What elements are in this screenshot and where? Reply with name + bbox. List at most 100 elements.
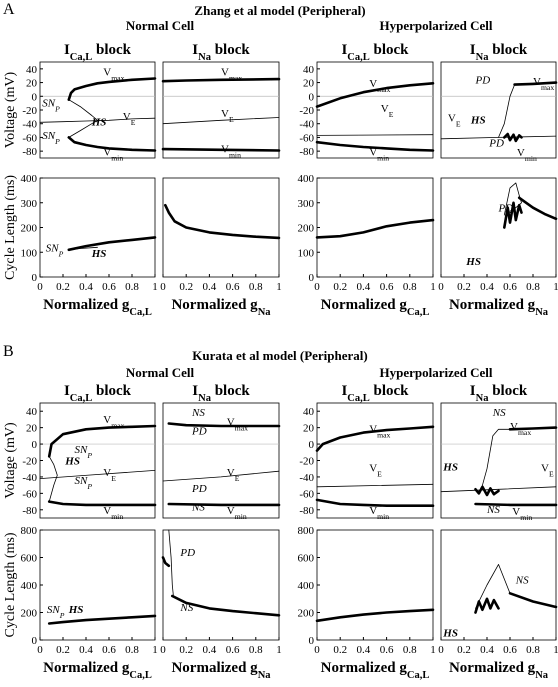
y-tick-label: 100 <box>298 247 315 259</box>
annotation: Vmax <box>510 421 531 437</box>
panel-title-main: I <box>341 383 347 399</box>
x-tick-label: 0 <box>160 644 166 656</box>
annotation-sub: E <box>111 474 116 483</box>
x-tick-label: 0.4 <box>203 281 217 293</box>
x-axis-label-main: Normalized g <box>171 660 258 676</box>
annotation-sub: min <box>111 511 123 520</box>
annotation: Vmax <box>103 414 124 430</box>
annotation-text: V <box>123 111 131 123</box>
annotation-sub: max <box>111 73 124 82</box>
annotation-sub: max <box>377 430 390 439</box>
annotation-sub: E <box>229 114 234 123</box>
y-tick-label: 0 <box>32 439 38 451</box>
annotation-text: PD <box>191 483 207 495</box>
y-tick-label: -60 <box>22 488 37 500</box>
x-axis-label-main: Normalized g <box>321 660 408 676</box>
y-tick-label: -60 <box>22 132 37 144</box>
annotation-text: NS <box>515 575 529 587</box>
annotation: VE <box>227 467 240 483</box>
x-axis-label-sub: Na <box>258 307 272 318</box>
y-tick-label: 400 <box>21 580 38 592</box>
panel-title-rest: block <box>370 42 409 58</box>
annotation: Vmin <box>221 143 241 159</box>
x-axis-label-main: Normalized g <box>449 660 536 676</box>
annotation-text: SN <box>42 97 56 109</box>
panel: 0 0.2 0.4 0.6 0.8 1 Normalized gNa PD HS <box>438 177 558 318</box>
annotation: PD <box>191 426 207 438</box>
annotation: VE <box>123 111 136 127</box>
y-tick-label: -80 <box>22 146 37 158</box>
annotation: SNP <box>47 604 65 620</box>
y-tick-label: -20 <box>299 105 314 117</box>
x-tick-label: 0.2 <box>457 281 471 293</box>
panel-title-sub: Ca,L <box>70 393 92 404</box>
y-tick-label: 20 <box>303 423 315 435</box>
annotation: VE <box>541 462 554 478</box>
curve <box>68 246 98 251</box>
annotation-text: V <box>533 76 541 88</box>
x-tick-label: 0.8 <box>526 281 540 293</box>
curve <box>315 608 435 623</box>
y-tick-label: 0 <box>32 272 38 284</box>
annotation-text: V <box>221 67 229 79</box>
x-axis-label: Normalized gCa,L <box>43 297 152 318</box>
annotation-text: V <box>448 113 456 125</box>
annotation: Vmin <box>369 146 389 162</box>
x-tick-label: 0 <box>37 644 43 656</box>
group-title: Normal Cell <box>126 18 195 33</box>
annotation-sub: min <box>525 154 537 163</box>
x-tick-label: 0.8 <box>403 644 417 656</box>
annotation: Vmin <box>103 505 123 521</box>
curve <box>47 614 157 625</box>
annotation-text: V <box>369 462 377 474</box>
curve <box>315 82 435 108</box>
annotation: VE <box>448 113 461 128</box>
annotation-sub: max <box>541 83 554 92</box>
x-axis-label-main: Normalized g <box>43 660 130 676</box>
annotation-sub: min <box>229 150 241 159</box>
annotation-sub: min <box>377 153 389 162</box>
x-axis-label-sub: Na <box>258 670 272 681</box>
curve <box>474 502 558 507</box>
y-tick-label: 100 <box>21 247 38 259</box>
curve <box>47 500 157 507</box>
panel-title-rest: block <box>488 383 527 399</box>
annotation: HS <box>64 456 80 468</box>
y-tick-label: 200 <box>21 223 38 235</box>
curve <box>161 147 281 152</box>
x-tick-label: 0.8 <box>526 644 540 656</box>
x-axis-label: Normalized gNa <box>449 297 549 318</box>
curve <box>171 594 281 617</box>
annotation: Vmax <box>227 416 248 432</box>
annotation-text: PD <box>488 138 504 150</box>
curve <box>315 218 435 239</box>
annotation-text: NS <box>191 407 205 419</box>
panel-title-sub: Ca,L <box>347 393 369 404</box>
y-tick-label: 200 <box>21 608 38 620</box>
annotation-sub: E <box>549 469 554 478</box>
panel: 0 0.2 0.4 0.6 0.8 1 Normalized gNa PD NS <box>160 529 282 681</box>
curve <box>39 117 156 123</box>
panel-title-rest: block <box>211 42 250 58</box>
panel-title: INa block <box>470 383 528 404</box>
curve <box>517 196 558 221</box>
annotation-text: HS <box>465 256 481 268</box>
y-tick-label: 20 <box>26 78 38 90</box>
curve <box>67 77 157 101</box>
annotation-sub: max <box>111 421 124 430</box>
curve <box>475 564 511 609</box>
x-tick-label: 0.4 <box>79 644 93 656</box>
annotation: PD <box>498 203 514 215</box>
annotation: HS <box>68 604 84 616</box>
panel-title: ICa,L block <box>341 42 409 63</box>
x-axis-label-main: Normalized g <box>449 297 536 313</box>
x-tick-label: 0 <box>438 281 444 293</box>
annotation: NS <box>191 407 205 419</box>
panel-title: INa block <box>470 42 528 63</box>
panel: 0 0.2 0.4 0.6 0.8 1 Normalized gNa <box>160 177 282 318</box>
y-tick-label: 800 <box>21 525 38 537</box>
panel-title: ICa,L block <box>64 42 132 63</box>
curve <box>513 81 558 86</box>
annotation-text: SN <box>46 242 60 254</box>
